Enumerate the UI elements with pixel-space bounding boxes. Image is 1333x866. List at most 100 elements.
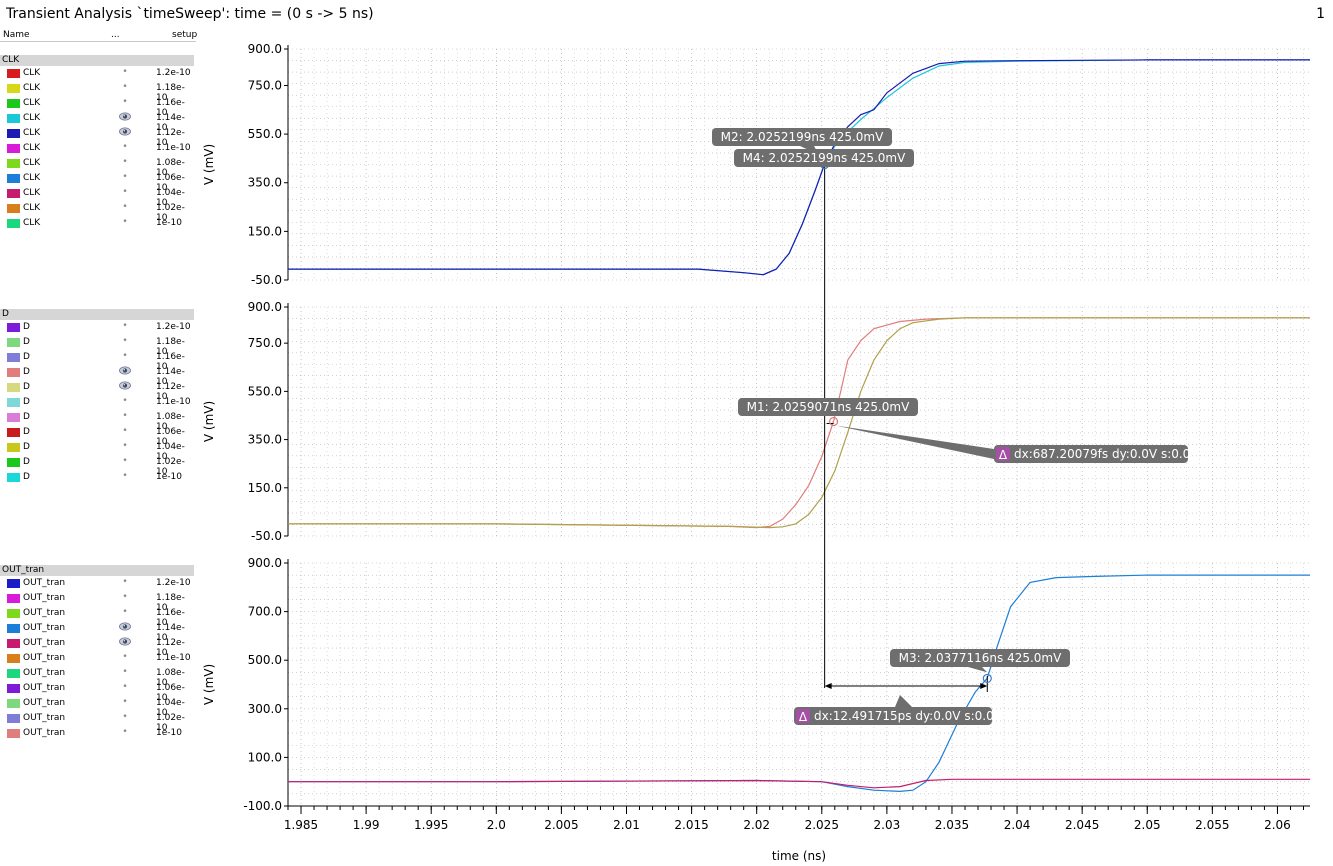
waveform-trace[interactable] [288,317,1310,529]
signal-row[interactable]: D • 1.18e-10 [0,335,196,357]
signal-color-swatch[interactable] [7,639,20,648]
signal-color-swatch[interactable] [7,398,20,407]
signal-row[interactable]: OUT_tran • 1.1e-10 [0,651,196,666]
signal-color-swatch[interactable] [7,669,20,678]
signal-color-swatch[interactable] [7,729,20,738]
hidden-dot-icon[interactable]: • [122,187,128,197]
signal-color-swatch[interactable] [7,84,20,93]
signal-row[interactable]: CLK 1.14e-10 [0,111,196,133]
waveform-trace[interactable] [288,59,1310,276]
hidden-dot-icon[interactable]: • [122,97,128,107]
signal-row[interactable]: OUT_tran • 1.02e-10 [0,711,196,733]
eye-icon[interactable] [118,381,132,393]
signal-color-swatch[interactable] [7,594,20,603]
marker-m1-point[interactable] [828,416,839,427]
signal-row[interactable]: D • 1.2e-10 [0,320,196,335]
signal-color-swatch[interactable] [7,219,20,228]
signal-color-swatch[interactable] [7,368,20,377]
marker-m3-point[interactable] [982,673,992,684]
waveform-plot-area[interactable]: -50.0 150.0 350.0 550.0 750.0 900.0 V (mV) -50.… [200,28,1333,866]
signal-row[interactable]: OUT_tran • 1.06e-10 [0,681,196,703]
hidden-dot-icon[interactable]: • [122,82,128,92]
eye-icon[interactable] [118,622,132,634]
hidden-dot-icon[interactable]: • [122,727,128,737]
group-header-clk[interactable]: CLK [0,55,194,66]
signal-row[interactable]: OUT_tran • 1e-10 [0,726,196,741]
signal-row[interactable]: OUT_tran • 1.08e-10 [0,666,196,688]
delta-m2-m3-label[interactable] [794,707,992,725]
signal-color-swatch[interactable] [7,99,20,108]
signal-color-swatch[interactable] [7,114,20,123]
signal-color-swatch[interactable] [7,714,20,723]
signal-color-swatch[interactable] [7,609,20,618]
signal-color-swatch[interactable] [7,413,20,422]
signal-color-swatch[interactable] [7,338,20,347]
signal-color-swatch[interactable] [7,144,20,153]
signal-color-swatch[interactable] [7,684,20,693]
signal-row[interactable]: D • 1.06e-10 [0,425,196,447]
signal-color-swatch[interactable] [7,624,20,633]
hidden-dot-icon[interactable]: • [122,157,128,167]
signal-row[interactable]: CLK • 1.02e-10 [0,201,196,223]
eye-icon[interactable] [118,366,132,378]
hidden-dot-icon[interactable]: • [122,471,128,481]
signal-row[interactable]: CLK • 1e-10 [0,216,196,231]
signal-color-swatch[interactable] [7,129,20,138]
signal-color-swatch[interactable] [7,174,20,183]
signal-row[interactable]: OUT_tran • 1.04e-10 [0,696,196,718]
hidden-dot-icon[interactable]: • [122,682,128,692]
signal-row[interactable]: D • 1.16e-10 [0,350,196,372]
signal-row[interactable]: OUT_tran 1.14e-10 [0,621,196,643]
hidden-dot-icon[interactable]: • [122,426,128,436]
signal-color-swatch[interactable] [7,383,20,392]
signal-color-swatch[interactable] [7,699,20,708]
signal-row[interactable]: OUT_tran • 1.18e-10 [0,591,196,613]
column-header-visibility[interactable]: ... [111,30,120,40]
signal-row[interactable]: CLK • 1.06e-10 [0,171,196,193]
eye-icon[interactable] [118,637,132,649]
signal-row[interactable]: D • 1.02e-10 [0,455,196,477]
marker-m4-label[interactable] [734,149,914,167]
signal-color-swatch[interactable] [7,443,20,452]
signal-row[interactable]: CLK • 1.04e-10 [0,186,196,208]
hidden-dot-icon[interactable]: • [122,456,128,466]
hidden-dot-icon[interactable]: • [122,577,128,587]
hidden-dot-icon[interactable]: • [122,441,128,451]
hidden-dot-icon[interactable]: • [122,321,128,331]
waveform-svg[interactable]: -50.0 150.0 350.0 550.0 750.0 900.0 V (mV) -50.… [200,28,1333,866]
signal-row[interactable]: D • 1.1e-10 [0,395,196,410]
signal-row[interactable]: D 1.14e-10 [0,365,196,387]
hidden-dot-icon[interactable]: • [122,336,128,346]
marker-m1-label[interactable] [738,398,918,416]
marker-m2-label[interactable] [712,128,892,146]
signal-row[interactable]: CLK • 1.18e-10 [0,81,196,103]
hidden-dot-icon[interactable]: • [122,142,128,152]
hidden-dot-icon[interactable]: • [122,202,128,212]
hidden-dot-icon[interactable]: • [122,411,128,421]
signal-color-swatch[interactable] [7,428,20,437]
hidden-dot-icon[interactable]: • [122,667,128,677]
waveform-trace[interactable] [288,59,1310,276]
hidden-dot-icon[interactable]: • [122,217,128,227]
signal-row[interactable]: OUT_tran • 1.16e-10 [0,606,196,628]
hidden-dot-icon[interactable]: • [122,172,128,182]
signal-color-swatch[interactable] [7,69,20,78]
signal-color-swatch[interactable] [7,159,20,168]
waveform-trace[interactable] [288,778,1310,789]
delta-m1-m2-label[interactable] [994,445,1188,463]
signal-color-swatch[interactable] [7,323,20,332]
eye-icon[interactable] [118,112,132,124]
signal-color-swatch[interactable] [7,353,20,362]
signal-color-swatch[interactable] [7,654,20,663]
waveform-trace[interactable] [288,574,1310,793]
hidden-dot-icon[interactable]: • [122,67,128,77]
signal-row[interactable]: CLK • 1.2e-10 [0,66,196,81]
hidden-dot-icon[interactable]: • [122,652,128,662]
signal-color-swatch[interactable] [7,204,20,213]
signal-color-swatch[interactable] [7,189,20,198]
waveform-trace[interactable] [288,317,1310,529]
signal-color-swatch[interactable] [7,458,20,467]
signal-row[interactable]: CLK • 1.08e-10 [0,156,196,178]
hidden-dot-icon[interactable]: • [122,697,128,707]
group-header-d[interactable]: D [0,309,194,320]
